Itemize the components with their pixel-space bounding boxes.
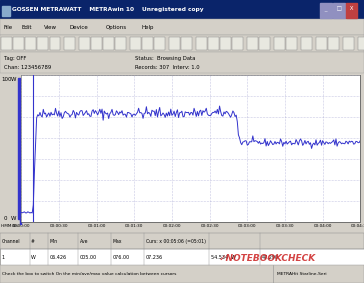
Bar	[142, 37, 153, 50]
Bar	[196, 37, 207, 50]
Text: 00:00:30: 00:00:30	[50, 224, 68, 228]
Bar	[25, 37, 36, 50]
Bar	[358, 37, 364, 50]
Bar	[130, 37, 141, 50]
Text: 00:01:00: 00:01:00	[87, 224, 106, 228]
Bar	[91, 37, 102, 50]
Text: 00:01:30: 00:01:30	[125, 224, 143, 228]
Text: View: View	[44, 25, 57, 29]
Bar	[13, 37, 24, 50]
Text: 00:02:30: 00:02:30	[200, 224, 219, 228]
Text: 06.426: 06.426	[49, 255, 66, 260]
Bar	[18, 78, 21, 219]
Text: GOSSEN METRAWATT    METRAwin 10    Unregistered copy: GOSSEN METRAWATT METRAwin 10 Unregistere…	[12, 7, 203, 12]
Text: File: File	[4, 25, 13, 29]
Text: H:MM:SS: H:MM:SS	[1, 224, 19, 228]
Bar	[37, 37, 48, 50]
Text: Curs: x 00:05:06 (=05:01): Curs: x 00:05:06 (=05:01)	[146, 239, 206, 244]
Bar	[181, 37, 192, 50]
Bar	[333, 3, 345, 18]
Text: 076.00: 076.00	[113, 255, 130, 260]
Bar	[2, 6, 10, 16]
Text: W: W	[11, 77, 16, 82]
Bar	[343, 37, 354, 50]
Text: Ave: Ave	[80, 239, 88, 244]
Bar	[301, 37, 312, 50]
Text: W: W	[31, 255, 36, 260]
Bar	[0, 233, 364, 265]
Bar	[0, 0, 364, 19]
Bar	[208, 37, 219, 50]
Text: 54.534  W: 54.534 W	[211, 255, 236, 260]
Text: Device: Device	[69, 25, 88, 29]
Bar	[20, 219, 21, 224]
Text: 0: 0	[4, 216, 7, 221]
Text: Edit: Edit	[22, 25, 32, 29]
Text: Channel: Channel	[2, 239, 20, 244]
Text: 00:03:00: 00:03:00	[238, 224, 257, 228]
Bar	[0, 19, 364, 35]
Bar	[259, 37, 270, 50]
Bar	[169, 37, 180, 50]
Bar	[346, 3, 357, 18]
Text: Help: Help	[142, 25, 154, 29]
Text: Min: Min	[49, 239, 57, 244]
Bar	[50, 37, 60, 50]
Bar	[316, 37, 327, 50]
Text: Max: Max	[113, 239, 122, 244]
Bar	[328, 37, 339, 50]
Text: Status:  Browsing Data: Status: Browsing Data	[135, 55, 195, 61]
Bar	[1, 37, 12, 50]
Text: 00:00:00: 00:00:00	[12, 224, 30, 228]
Text: 005.00: 005.00	[80, 255, 97, 260]
Bar	[247, 37, 258, 50]
Text: W: W	[11, 216, 16, 221]
Bar	[232, 37, 243, 50]
Text: 00:04:00: 00:04:00	[313, 224, 332, 228]
Bar	[103, 37, 114, 50]
Text: 47.290: 47.290	[262, 255, 279, 260]
Text: 00:04:30: 00:04:30	[351, 224, 364, 228]
Text: Options: Options	[106, 25, 127, 29]
Bar	[154, 37, 165, 50]
Bar	[220, 37, 231, 50]
Text: Records: 307  Interv: 1.0: Records: 307 Interv: 1.0	[135, 65, 199, 70]
Text: 100: 100	[2, 77, 12, 82]
Bar	[115, 37, 126, 50]
Bar	[274, 37, 285, 50]
Text: 1: 1	[2, 255, 5, 260]
Text: Check the box to switch On the min/ave/max value calculation between cursors: Check the box to switch On the min/ave/m…	[2, 272, 176, 276]
Text: Chan: 123456789: Chan: 123456789	[4, 65, 51, 70]
Bar	[0, 52, 364, 73]
Bar	[286, 37, 297, 50]
Bar	[64, 37, 75, 50]
Text: 00:02:00: 00:02:00	[163, 224, 181, 228]
Text: #: #	[31, 239, 35, 244]
Text: METRAHit Starline-Seri: METRAHit Starline-Seri	[277, 272, 326, 276]
Bar	[79, 37, 90, 50]
Text: 00:03:30: 00:03:30	[276, 224, 294, 228]
Bar	[0, 35, 364, 52]
Text: X: X	[348, 6, 355, 11]
Bar	[21, 75, 360, 222]
Text: _: _	[323, 6, 329, 11]
Text: □: □	[335, 6, 343, 11]
Bar	[320, 3, 332, 18]
Text: 07.236: 07.236	[146, 255, 163, 260]
Bar	[0, 265, 364, 283]
Bar	[0, 233, 364, 249]
Text: ✓NOTEBOOKCHECK: ✓NOTEBOOKCHECK	[218, 254, 316, 263]
Text: Tag: OFF: Tag: OFF	[4, 55, 26, 61]
